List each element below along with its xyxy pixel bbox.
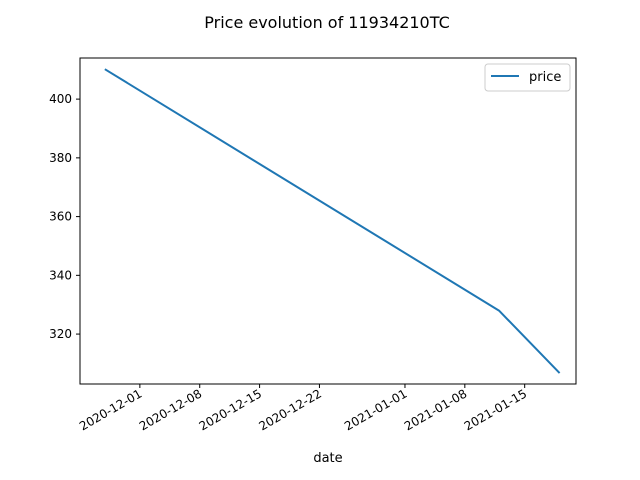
y-axis: 320 340 360 380 400 <box>49 92 80 341</box>
x-tick-label: 2021-01-01 <box>342 386 409 433</box>
y-tick-label: 340 <box>49 268 72 282</box>
x-tick-label: 2020-12-22 <box>257 386 324 433</box>
chart-title: Price evolution of 11934210TC <box>204 13 450 32</box>
x-tick-label: 2020-12-15 <box>197 386 264 433</box>
plot-area-frame <box>79 57 577 385</box>
y-tick-label: 360 <box>49 210 72 224</box>
x-axis: 2020-12-012020-12-082020-12-152020-12-22… <box>77 384 529 433</box>
x-tick-label: 2020-12-01 <box>77 386 144 433</box>
series-layer <box>104 68 561 374</box>
legend: price <box>484 63 571 92</box>
y-tick-label: 380 <box>49 151 72 165</box>
x-tick-label: 2021-01-15 <box>462 386 529 433</box>
legend-box <box>484 63 571 92</box>
x-axis-label: date <box>313 451 342 466</box>
x-tick-label: 2021-01-08 <box>402 386 469 433</box>
legend-entry-price: price <box>529 70 561 85</box>
y-tick-label: 400 <box>49 92 72 106</box>
x-tick-label: 2020-12-08 <box>137 386 204 433</box>
y-tick-label: 320 <box>49 327 72 341</box>
series-line-price <box>104 68 561 374</box>
